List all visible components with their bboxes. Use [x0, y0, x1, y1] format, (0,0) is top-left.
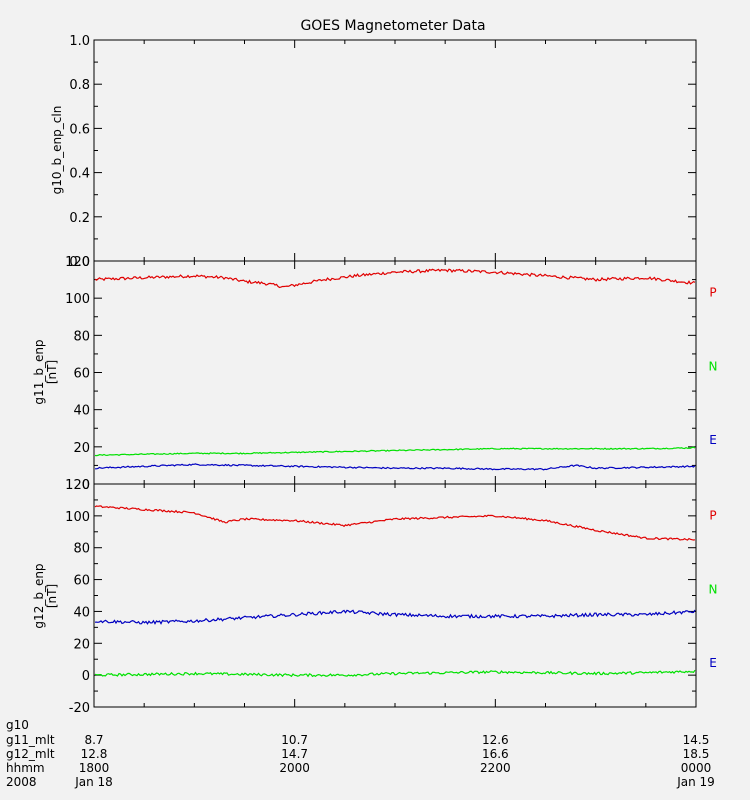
y-tick-label: 100	[65, 292, 90, 307]
y-tick-label: 40	[73, 605, 90, 620]
x-row-value: 10.7	[281, 733, 308, 747]
legend-label-P: P	[709, 286, 716, 300]
x-row-value: 1800	[79, 761, 110, 775]
y-tick-label: 60	[73, 574, 90, 589]
x-row-value: 2000	[279, 761, 310, 775]
x-row-value: 18.5	[683, 747, 710, 761]
y-tick-label: 0	[82, 478, 90, 493]
legend-label-E: E	[709, 656, 717, 670]
panel-g11: 0 20 40 60 80 100 120 g11_b_enp [nT] P N E	[32, 255, 717, 493]
y-tick-label: 0	[82, 669, 90, 684]
panel-frame	[93, 39, 697, 262]
series-line-P	[94, 505, 696, 541]
series-line-N	[94, 669, 696, 678]
legend-label-N: N	[709, 582, 718, 596]
legend-label-E: E	[709, 433, 717, 447]
y-tick-label: 20	[73, 441, 90, 456]
x-row-value: 12.8	[81, 747, 108, 761]
y-axis-label: g10_b_enp_cln	[50, 106, 64, 195]
x-row-value: 16.6	[482, 747, 509, 761]
y-tick-label: 0.4	[69, 167, 90, 182]
x-row-label: g10	[6, 718, 29, 732]
x-row-value: 14.5	[683, 733, 710, 747]
y-tick-label: 0.6	[69, 122, 90, 137]
x-row-value: 12.6	[482, 733, 509, 747]
y-tick-label: 0.8	[69, 78, 90, 93]
legend-label-P: P	[709, 509, 716, 523]
series-line-E	[94, 609, 696, 625]
x-row-value: Jan 19	[676, 775, 715, 789]
x-row-label: g12_mlt	[6, 747, 55, 761]
x-row-value: 14.7	[281, 747, 308, 761]
y-axis-label: g11_b_enp	[32, 339, 46, 404]
y-tick-label: 20	[73, 637, 90, 652]
y-axis-unit: [nT]	[45, 584, 59, 608]
x-row-label: hhmm	[6, 761, 45, 775]
panel-g10: 0.0 0.2 0.4 0.6 0.8 1.0 g10_b_enp_cln	[50, 34, 697, 270]
y-tick-label: 0.0	[69, 255, 90, 270]
y-tick-label: 80	[73, 542, 90, 557]
y-axis-label: g12_b_enp	[32, 563, 46, 628]
panel-g12: -20 0 20 40 60 80 100 120 g12_b_enp [nT] P N E	[32, 478, 717, 716]
y-tick-label: 120	[65, 255, 90, 270]
y-tick-label: 60	[73, 367, 90, 382]
x-row-value: 2200	[480, 761, 511, 775]
y-tick-label: -20	[69, 701, 90, 716]
y-axis-unit: [nT]	[45, 360, 59, 384]
y-tick-label: 0.2	[69, 211, 90, 226]
x-row-value: 0000	[681, 761, 712, 775]
legend-label-N: N	[709, 359, 718, 373]
series-line-P	[94, 268, 696, 289]
x-row-label: 2008	[6, 775, 37, 789]
x-row-value: Jan 18	[74, 775, 113, 789]
x-row-value: 8.7	[84, 733, 103, 747]
series-line-E	[95, 463, 696, 471]
y-tick-label: 120	[65, 478, 90, 493]
y-tick-label: 40	[73, 404, 90, 419]
series-line-N	[94, 446, 696, 457]
chart-title: GOES Magnetometer Data	[300, 18, 485, 34]
y-tick-label: 80	[73, 329, 90, 344]
y-tick-label: 1.0	[69, 34, 90, 49]
x-row-label: g11_mlt	[6, 733, 55, 747]
y-tick-label: 100	[65, 510, 90, 525]
